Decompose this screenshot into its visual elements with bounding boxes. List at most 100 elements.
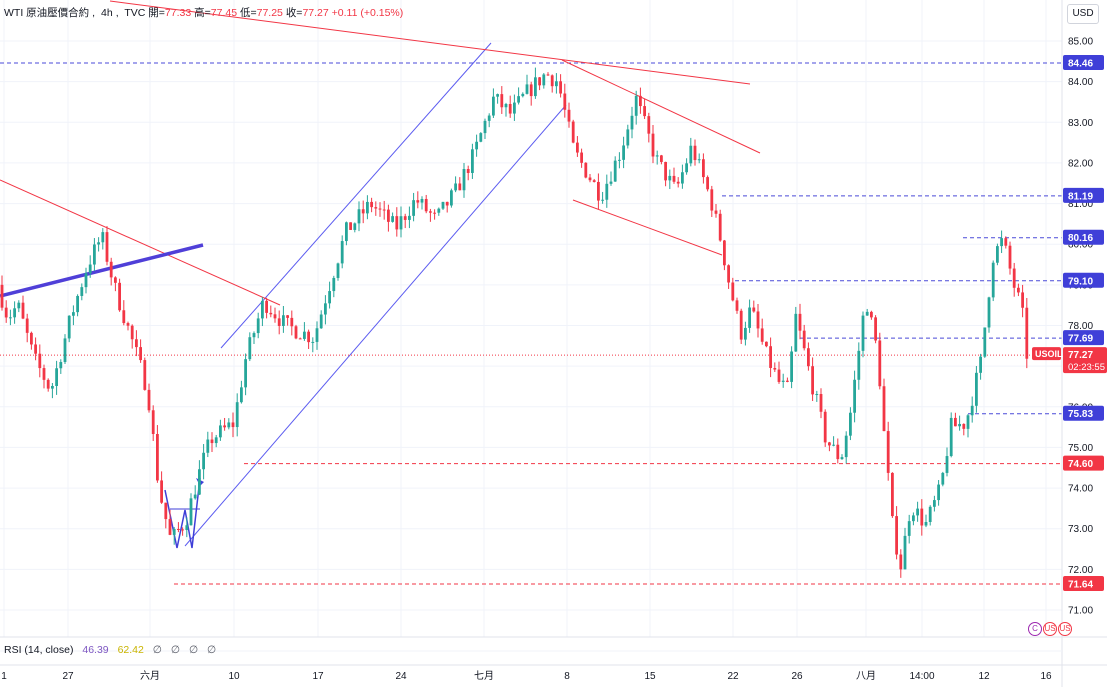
- candle-body: [34, 344, 37, 354]
- candle-body: [970, 405, 974, 416]
- candle-body: [1021, 292, 1024, 308]
- last-price-tag: [1063, 347, 1107, 374]
- candle-body: [462, 169, 466, 191]
- candle-body: [781, 380, 785, 382]
- currency-button[interactable]: USD: [1067, 4, 1099, 24]
- candle-body: [735, 300, 739, 311]
- candle-body: [361, 209, 365, 214]
- candle-body: [865, 311, 869, 316]
- candle-body: [697, 159, 701, 161]
- candle-body: [681, 172, 684, 184]
- candle-body: [954, 417, 957, 427]
- candle-body: [807, 348, 810, 367]
- symbol-tag: [1032, 347, 1061, 361]
- candle-body: [135, 339, 138, 348]
- candle-body: [210, 439, 214, 444]
- candle-body: [9, 317, 12, 319]
- candle-body: [559, 81, 562, 94]
- rsi-value: 46.39: [82, 644, 109, 656]
- candle-body: [958, 423, 961, 427]
- x-tick-label: 16: [1040, 671, 1052, 682]
- candle-body: [172, 528, 176, 535]
- candle-body: [655, 155, 659, 157]
- candle-body: [664, 161, 667, 181]
- channel-lower-line: [184, 104, 567, 547]
- price-level-tag: [1063, 272, 1104, 288]
- us-flag-icon[interactable]: US: [1043, 622, 1057, 636]
- candle-body: [399, 216, 403, 230]
- candle-body: [475, 141, 478, 150]
- us-flag-icon[interactable]: US: [1058, 622, 1072, 636]
- candle-body: [676, 181, 680, 184]
- candle-body: [882, 386, 886, 432]
- candle-body: [563, 93, 567, 110]
- candle-body: [433, 212, 436, 214]
- candle-body: [118, 282, 121, 311]
- candle-body: [147, 389, 151, 411]
- candle-body: [282, 315, 285, 326]
- candle-body: [706, 177, 709, 190]
- candle-body: [500, 94, 504, 108]
- candle-body: [303, 331, 306, 339]
- time-axis[interactable]: 1 27 六月 10 17 24 七月 8 15 22 26 八月 14:00 12 16: [0, 664, 1107, 682]
- candle-body: [769, 346, 772, 368]
- candle-body: [273, 314, 277, 319]
- candle-body: [345, 222, 348, 242]
- candle-body: [168, 519, 172, 535]
- candle-body: [458, 183, 462, 191]
- candle-body: [584, 162, 588, 178]
- x-tick-label: 15: [644, 671, 656, 682]
- rsi-extra-1: ∅: [170, 644, 181, 656]
- candle-body: [714, 210, 718, 214]
- candle-body: [42, 368, 46, 380]
- candle-body: [546, 74, 550, 76]
- candle-body: [51, 385, 54, 389]
- low-value: 77.25: [256, 7, 283, 19]
- candle-body: [139, 347, 142, 361]
- candle-body: [668, 175, 672, 181]
- candle-body: [567, 109, 571, 122]
- downtrend-line-left: [0, 179, 281, 306]
- candle-body: [492, 96, 495, 116]
- price-axis[interactable]: 85.0084.0083.0082.0081.0080.0079.0078.00…: [1032, 0, 1107, 687]
- x-tick-label: 14:00: [909, 671, 934, 682]
- symbol-legend: WTI 原油壓價合約, 4h, TVC 開=77.33 高=77.45 低=77…: [4, 7, 404, 19]
- x-tick-label: 七月: [474, 670, 494, 682]
- event-flag-icon[interactable]: C: [1028, 622, 1042, 636]
- candle-body: [1000, 238, 1003, 247]
- candle-body: [298, 338, 302, 340]
- candle-body: [185, 525, 189, 530]
- rsi-pane[interactable]: [0, 636, 1107, 652]
- candle-body: [508, 103, 512, 114]
- candle-body: [219, 425, 222, 438]
- candle-body: [143, 360, 147, 390]
- candle-body: [962, 423, 966, 429]
- candle-body: [672, 175, 676, 182]
- candle-body: [928, 506, 932, 522]
- candle-body: [353, 223, 357, 230]
- candle-body: [151, 410, 155, 435]
- candle-body: [349, 222, 352, 230]
- candle-body: [786, 380, 789, 382]
- candle-body: [634, 95, 638, 116]
- candle-body: [983, 327, 987, 357]
- high-label: 高=: [194, 7, 211, 19]
- candle-body: [643, 106, 646, 117]
- candle-body: [290, 317, 294, 327]
- candle-body: [647, 116, 651, 134]
- candle-body: [916, 508, 919, 516]
- candle-body: [966, 415, 970, 429]
- candle-body: [588, 177, 592, 181]
- candle-body: [639, 95, 642, 107]
- x-tick-label: 六月: [140, 670, 160, 682]
- x-tick-label: 8: [564, 671, 570, 682]
- candle-body: [979, 356, 982, 373]
- candle-body: [576, 142, 579, 153]
- y-tick-label: 85.00: [1068, 37, 1093, 48]
- candle-body: [731, 282, 735, 301]
- candle-body: [1008, 245, 1012, 269]
- candle-body: [811, 366, 814, 395]
- change-value: +0.11 (+0.15%): [331, 7, 404, 19]
- candle-body: [693, 145, 697, 161]
